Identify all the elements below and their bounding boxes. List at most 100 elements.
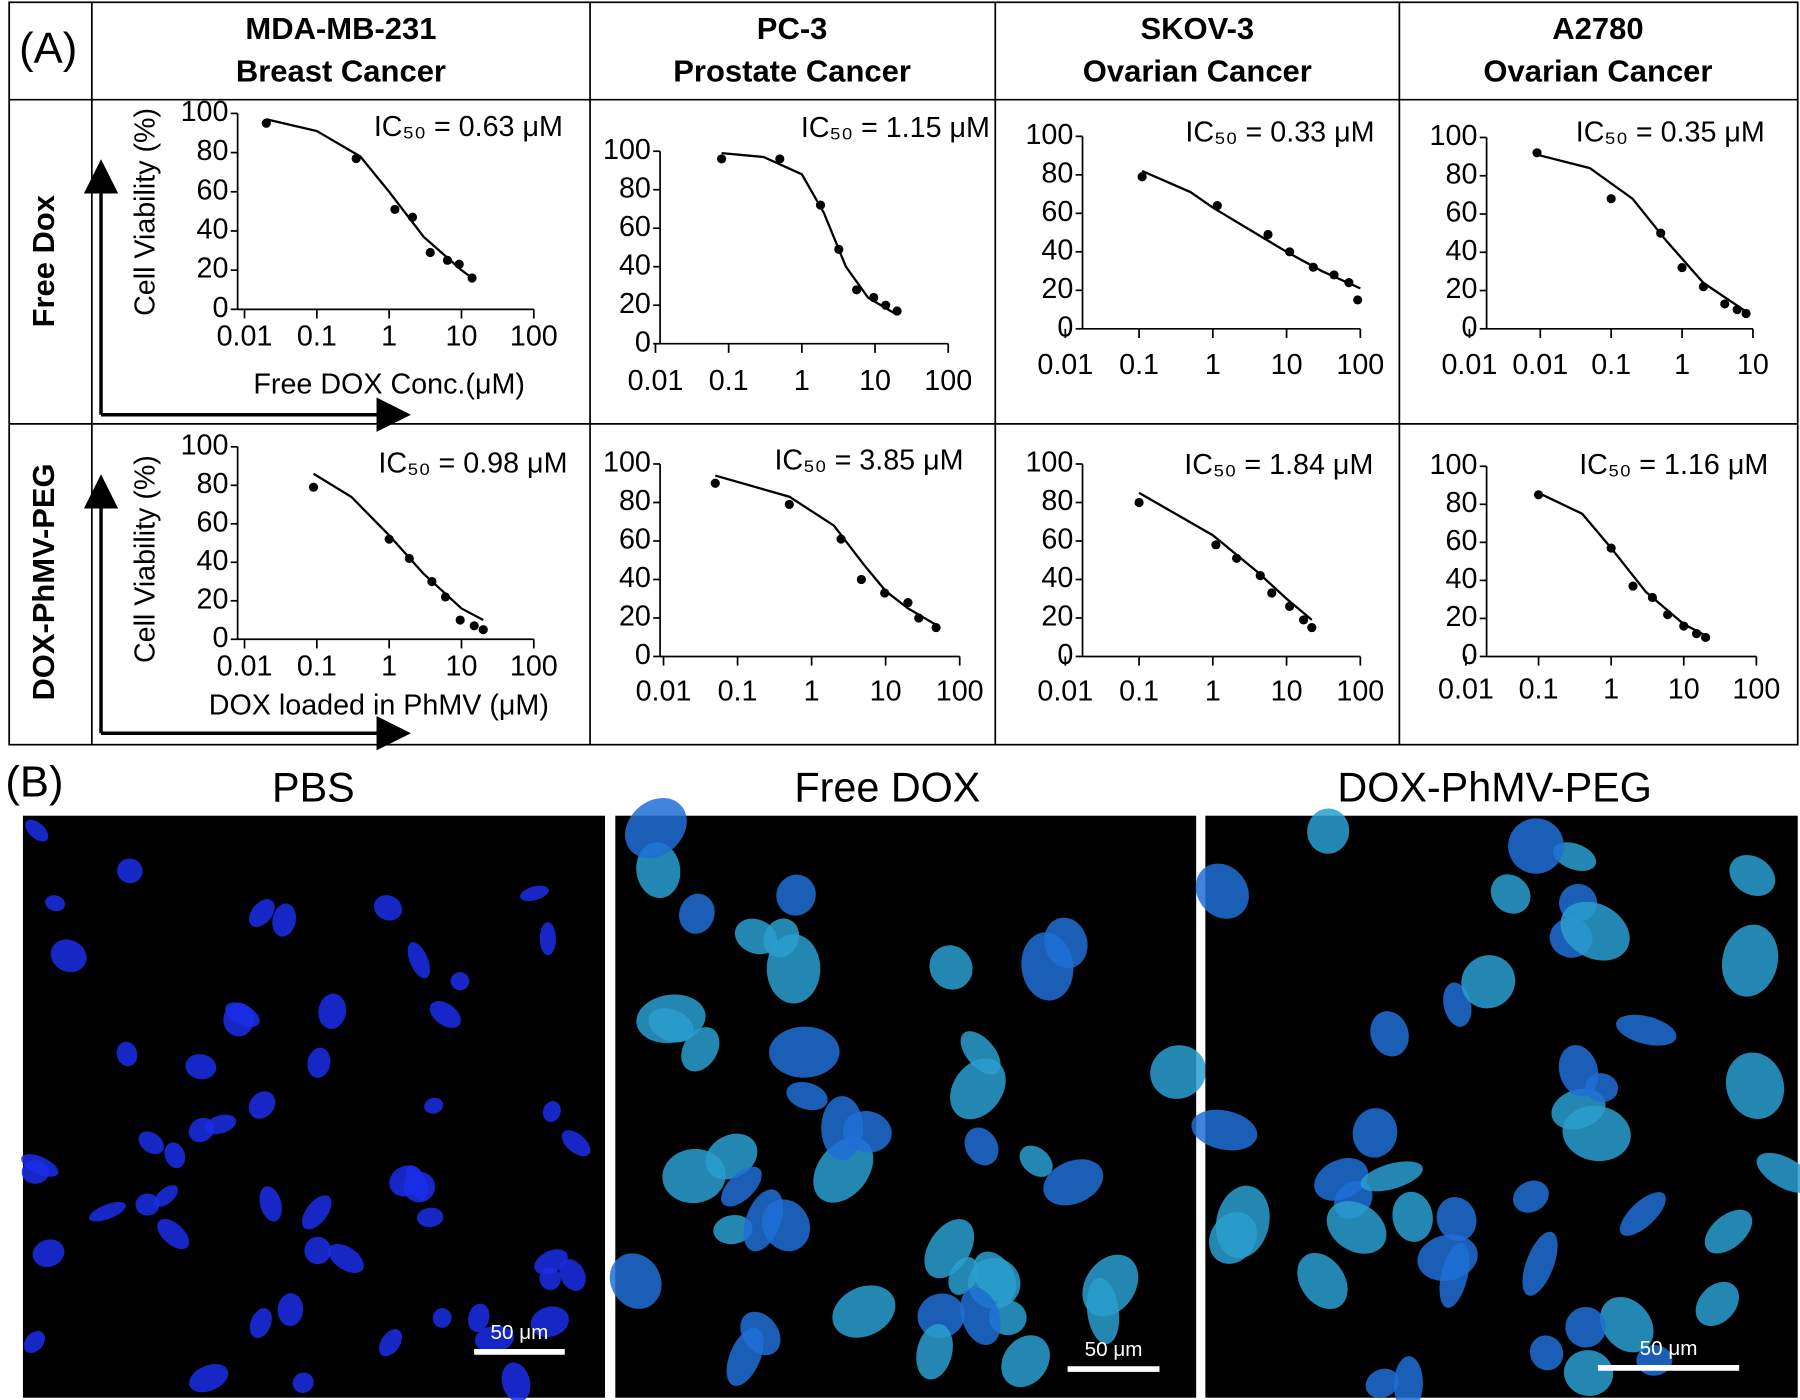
y-tick-label: 20 (197, 583, 229, 615)
y-tick-label: 100 (1025, 447, 1073, 479)
y-tick-label: 0 (1057, 311, 1073, 343)
nucleus (1021, 932, 1074, 1001)
y-tick-label: 100 (1025, 119, 1073, 151)
x-tick-label: 0.1 (297, 651, 337, 683)
nucleus (1352, 1108, 1398, 1158)
nucleus (609, 1253, 662, 1309)
x-tick-label: 10 (859, 365, 891, 397)
nucleus (154, 1185, 178, 1207)
x-tick-label: 10 (1271, 676, 1303, 708)
x-tick-label: 0.01 (217, 321, 273, 353)
nucleus (648, 1008, 694, 1043)
data-point (425, 247, 435, 258)
data-point (454, 259, 464, 269)
y-tick-label: 40 (619, 249, 651, 281)
annotation: IC₅₀ = 0.35 μM (1576, 117, 1765, 149)
data-point (1741, 308, 1751, 319)
data-point (903, 597, 913, 608)
x-tick-label: 100 (924, 365, 972, 397)
x-tick-label: 10 (446, 651, 478, 683)
nucleus (1365, 1368, 1400, 1399)
data-point (467, 273, 477, 283)
y-tick-label: 60 (1446, 525, 1478, 557)
nucleus (249, 899, 275, 927)
data-point (1298, 615, 1309, 625)
x-tick-label: 1 (1205, 676, 1221, 708)
nucleus (272, 903, 297, 937)
data-point (1691, 629, 1702, 639)
data-point (1720, 299, 1730, 309)
nucleus (189, 1363, 229, 1393)
fit-curve (721, 152, 898, 316)
nucleus (520, 885, 549, 902)
nucleus (534, 1249, 568, 1275)
nucleus (1297, 1252, 1348, 1310)
nucleus (1019, 1145, 1053, 1177)
nucleus (1560, 901, 1630, 961)
y-tick-label: 20 (619, 288, 651, 320)
y-tick-label: 60 (1446, 197, 1478, 229)
data-point (784, 499, 794, 509)
y-tick-label: 20 (1041, 273, 1073, 305)
x-tick-label: 0.01 (1037, 676, 1093, 708)
y-axis-label: Cell Viability (%) (129, 108, 161, 316)
data-point (478, 625, 488, 635)
nucleus (1553, 842, 1597, 871)
annotation: IC₅₀ = 0.33 μM (1185, 117, 1374, 149)
y-tick-label: 40 (1446, 235, 1478, 267)
data-point (1701, 632, 1711, 643)
chart: 0 20 40 60 80 100 0.01 0.1 1 10 100 IC₅₀ = 0.33 μM (1025, 117, 1384, 382)
nucleus (429, 1001, 461, 1028)
y-tick-label: 80 (197, 468, 229, 500)
y-tick-label: 40 (619, 562, 651, 594)
x-tick-label: 100 (510, 651, 558, 683)
micrograph (22, 815, 605, 1398)
y-tick-label: 60 (197, 174, 229, 206)
y-tick-label: 100 (1430, 120, 1478, 152)
chart: 0 20 40 60 80 100 0.01 0.1 1 10 100 IC₅₀ = 0.98 μM D… (129, 429, 567, 721)
data-point (1255, 571, 1265, 581)
nucleus (679, 893, 715, 934)
scale-bar-label: 50 μm (491, 1321, 549, 1344)
annotation: IC₅₀ = 1.15 μM (801, 112, 990, 144)
data-point (815, 200, 826, 210)
nucleus (389, 1165, 424, 1197)
scale-bar-label: 50 μm (1640, 1337, 1698, 1360)
y-tick-label: 80 (619, 172, 651, 204)
chart: 0 20 40 60 80 100 0.01 0.1 1 10 100 IC₅₀ = 1.15 μM (603, 112, 990, 397)
x-tick-label: 0.01 (1441, 349, 1497, 381)
x-tick-label: 100 (510, 321, 558, 353)
nucleus (1215, 1185, 1270, 1259)
data-point (1732, 305, 1742, 315)
nucleus (1439, 1242, 1470, 1308)
x-tick-label: 10 (1668, 673, 1700, 705)
data-point (1263, 229, 1273, 240)
x-tick-label: 0.1 (1119, 349, 1159, 381)
nucleus (32, 1239, 65, 1267)
nucleus (1360, 1161, 1423, 1192)
x-tick-label: 10 (870, 676, 902, 708)
nucleus (1721, 924, 1779, 997)
y-tick-label: 40 (1041, 234, 1073, 266)
y-tick-label: 80 (1041, 157, 1073, 189)
micrographs: 50 μm 50 μm 50 μm (21, 798, 1800, 1400)
data-point (384, 534, 394, 544)
data-point (1285, 247, 1295, 257)
nucleus (1619, 1192, 1666, 1236)
x-tick-label: 1 (804, 676, 820, 708)
nucleus (301, 1195, 332, 1230)
data-point (1308, 262, 1318, 272)
y-tick-label: 60 (1041, 196, 1073, 228)
nucleus (188, 1117, 215, 1143)
data-point (469, 621, 479, 631)
nucleus (1695, 1281, 1739, 1327)
x-tick-label: 100 (1336, 349, 1384, 381)
nucleus (1307, 808, 1350, 854)
axis-arrows (83, 159, 411, 751)
nucleus (917, 1293, 965, 1338)
y-tick-label: 0 (1461, 311, 1477, 343)
nucleus (1393, 1356, 1423, 1400)
fit-curve (1538, 491, 1707, 637)
annotation: IC₅₀ = 1.16 μM (1579, 449, 1768, 481)
nucleus (304, 1236, 332, 1265)
